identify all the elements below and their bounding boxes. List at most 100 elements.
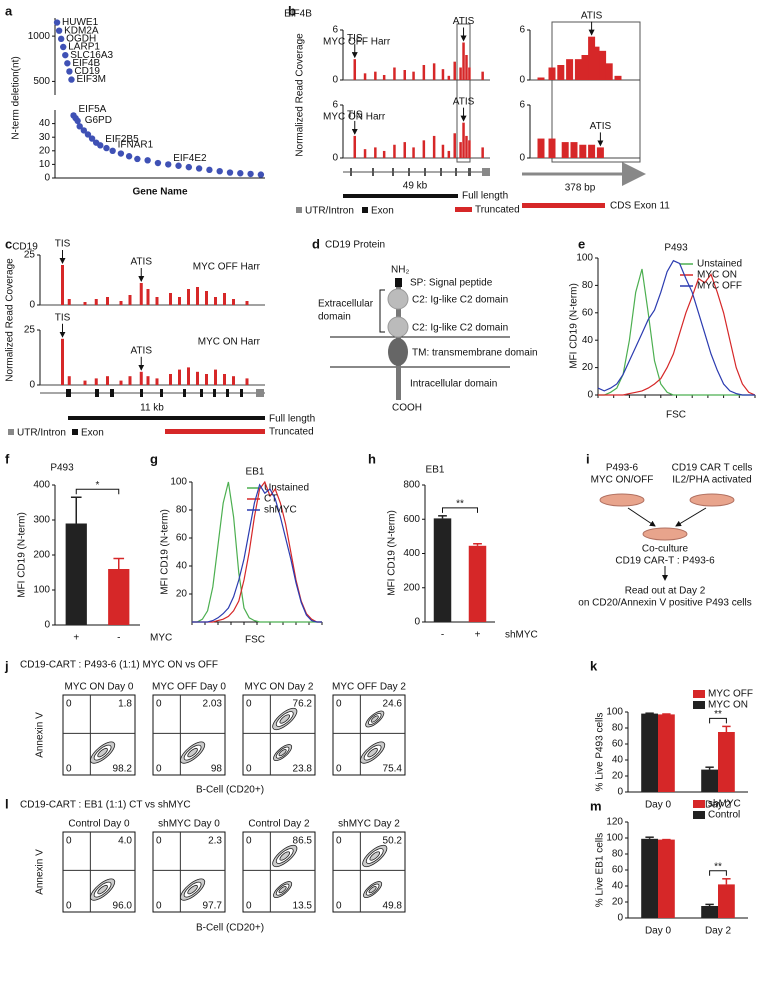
coverage-bar — [223, 293, 226, 305]
point — [185, 163, 193, 171]
coverage-bar — [83, 380, 87, 385]
contour — [369, 851, 381, 861]
coverage-bar — [187, 289, 190, 305]
point — [109, 147, 116, 154]
y-tick-label: 200 — [403, 582, 420, 593]
bar — [701, 906, 718, 918]
y-axis-label: Annexin V — [35, 849, 46, 895]
panel-title: CD19-CART : P493-6 (1:1) MYC ON vs OFF — [20, 660, 218, 671]
x-tick-label: - — [117, 633, 120, 644]
y-tick-label: 25 — [24, 250, 36, 261]
significance-bracket — [442, 507, 478, 513]
coverage-bar — [106, 297, 109, 305]
point — [55, 27, 63, 34]
y-tick-label: 60 — [612, 865, 624, 876]
annotation: ATIS — [453, 96, 475, 107]
coverage-bar — [462, 42, 465, 80]
bar — [701, 769, 718, 792]
point — [206, 166, 213, 174]
coverage-bar — [214, 297, 217, 305]
diagram-label: COOH — [392, 403, 422, 414]
quadrant-value: 0 — [246, 836, 252, 847]
coverage-bar — [447, 75, 451, 80]
coverage-bar — [94, 299, 98, 305]
coverage-bar — [432, 63, 436, 80]
coverage-bar — [146, 289, 150, 305]
legend-text: Truncated — [475, 205, 520, 216]
coverage-bar — [232, 299, 235, 305]
legend-label: shMYC — [708, 799, 741, 810]
coverage-bar — [393, 67, 396, 80]
series-line — [192, 480, 322, 623]
panel-label: b — [288, 3, 296, 18]
coverage-bar — [187, 367, 190, 385]
diagram-label: SP: Signal peptide — [410, 278, 493, 289]
y-axis-label: % Live P493 cells — [595, 713, 606, 792]
coverage-bar — [382, 75, 386, 80]
flow-plot — [242, 694, 316, 776]
coverage-bar — [453, 61, 456, 80]
schematic-text: CD19 CAR T cells — [672, 463, 753, 474]
quadrant-value: 75.4 — [383, 764, 403, 775]
coverage-bar — [245, 378, 249, 385]
panel-label: f — [5, 451, 10, 466]
x-tick-label: + — [475, 630, 481, 641]
y-tick-label: 10 — [39, 159, 51, 170]
coverage-bar — [432, 135, 436, 158]
diagram-label: Extracellular — [318, 299, 374, 310]
coverage-bar — [548, 138, 556, 158]
y-axis-label: Normalized Read Coverage — [5, 258, 16, 382]
point — [80, 127, 88, 134]
coverage-bar — [465, 135, 468, 158]
legend-text: Truncated — [269, 427, 314, 438]
coverage-bar — [214, 369, 217, 385]
coverage-bar — [614, 75, 622, 80]
coverage-bar — [61, 338, 64, 385]
panel-label: k — [590, 658, 598, 673]
plot-title: Control Day 2 — [248, 819, 310, 830]
x-axis-label: B-Cell (CD20+) — [196, 923, 264, 934]
point-label: EIF4E2 — [173, 153, 207, 164]
diagram-label: C2: Ig-like C2 domain — [412, 295, 508, 306]
legend-label: shMYC — [264, 505, 297, 516]
quadrant-value: 76.2 — [293, 699, 313, 710]
chart-title: P493 — [664, 243, 688, 254]
coverage-bar — [128, 376, 132, 385]
coverage-bar — [412, 71, 415, 80]
schematic-text: CD19 CAR-T : P493-6 — [615, 556, 715, 567]
quadrant-value: 2.3 — [208, 836, 222, 847]
point — [175, 162, 182, 169]
y-tick-label: 500 — [33, 76, 50, 87]
y-tick-label: 200 — [33, 550, 50, 561]
bar — [658, 839, 675, 918]
contour — [278, 885, 287, 894]
coverage-bar — [557, 65, 565, 80]
quadrant-value: 4.0 — [118, 836, 132, 847]
y-tick-label: 400 — [403, 548, 420, 559]
quadrant-value: 0 — [66, 901, 72, 912]
y-tick-label: 100 — [606, 833, 623, 844]
quadrant-value: 49.8 — [383, 901, 403, 912]
point — [195, 165, 203, 172]
contour — [97, 747, 108, 758]
panel-label: e — [578, 236, 585, 251]
chart-title: EIF4B — [284, 9, 312, 20]
contour — [367, 747, 378, 758]
legend-text: UTR/Intron — [17, 428, 66, 439]
y-tick-label: 6 — [519, 25, 525, 36]
point — [154, 159, 162, 167]
quadrant-value: 0 — [336, 764, 342, 775]
y-tick-label: 0 — [519, 75, 525, 86]
y-tick-label: 40 — [39, 118, 51, 129]
y-tick-label: 40 — [582, 335, 594, 346]
coverage-bar — [83, 302, 87, 305]
coverage-bar — [596, 147, 604, 158]
scale-label: 11 kb — [140, 403, 164, 414]
flow-plot — [242, 831, 316, 913]
quadrant-value: 97.7 — [203, 901, 223, 912]
point-label: EIF4B — [72, 58, 100, 69]
annotation: ATIS — [590, 121, 612, 132]
point — [247, 170, 254, 178]
coverage-bar — [561, 142, 569, 158]
panel-label: m — [590, 798, 602, 813]
